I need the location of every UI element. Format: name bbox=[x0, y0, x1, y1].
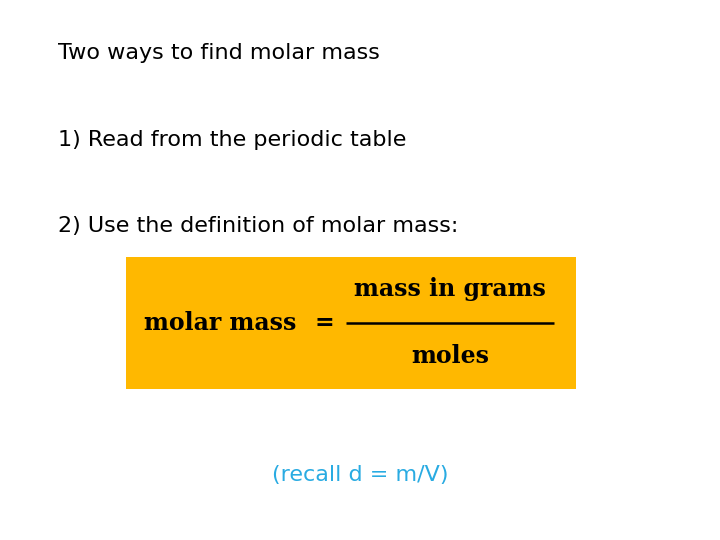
Text: moles: moles bbox=[411, 344, 489, 368]
Text: molar mass: molar mass bbox=[144, 310, 297, 335]
Text: Two ways to find molar mass: Two ways to find molar mass bbox=[58, 43, 379, 63]
Text: =: = bbox=[314, 310, 334, 335]
FancyBboxPatch shape bbox=[126, 256, 576, 389]
Text: 2) Use the definition of molar mass:: 2) Use the definition of molar mass: bbox=[58, 216, 458, 236]
Text: mass in grams: mass in grams bbox=[354, 277, 546, 301]
Text: 1) Read from the periodic table: 1) Read from the periodic table bbox=[58, 130, 406, 150]
Text: (recall d = m/V): (recall d = m/V) bbox=[271, 465, 449, 485]
